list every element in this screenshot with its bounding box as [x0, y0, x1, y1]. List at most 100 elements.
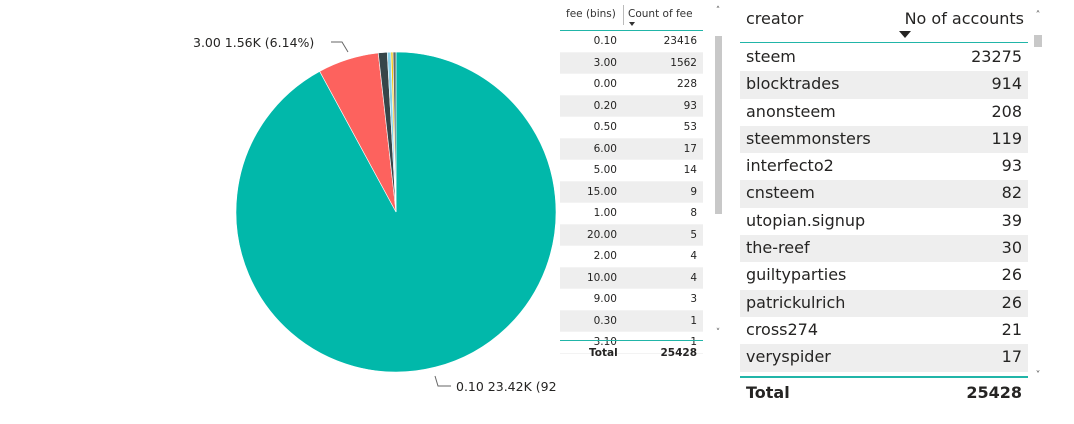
table-row[interactable]: the-reef 30	[740, 235, 1028, 263]
fee-bin-cell: 2.00	[593, 250, 617, 262]
creator-cell: patrickulrich	[746, 292, 846, 312]
sort-descending-icon	[629, 22, 635, 26]
count-cell: 1562	[670, 56, 697, 69]
table-row[interactable]: 6.00 17	[560, 138, 703, 160]
fee-total-label: Total	[589, 347, 618, 359]
accounts-cell: 93	[1001, 156, 1022, 176]
creator-table-scrollbar[interactable]: ˄ ˅	[1032, 10, 1044, 386]
table-row[interactable]: 0.20 93	[560, 95, 703, 117]
table-row[interactable]: 0.50 53	[560, 117, 703, 139]
count-cell: 3	[690, 293, 697, 305]
table-row[interactable]: 0.30 1	[560, 310, 703, 332]
creator-table-total-row: Total 25428	[740, 376, 1028, 410]
table-row[interactable]: 0.00 228	[560, 74, 703, 96]
table-row[interactable]: patrickulrich 26	[740, 289, 1028, 317]
count-cell: 23416	[663, 35, 697, 47]
table-row[interactable]: 3.00 1562	[560, 52, 703, 74]
count-cell: 53	[683, 121, 697, 133]
fee-bin-cell: 5.00	[593, 164, 617, 176]
table-row[interactable]: 2.00 4	[560, 246, 703, 268]
creator-total-value: 25428	[966, 383, 1022, 402]
creator-cell: interfecto2	[746, 156, 834, 176]
table-row[interactable]: cnsteem 82	[740, 180, 1028, 208]
creator-cell: cnsteem	[746, 183, 815, 203]
count-cell: 1	[690, 314, 697, 327]
table-row[interactable]: interfecto2 93	[740, 153, 1028, 180]
fee-bins-header[interactable]: fee (bins)	[566, 8, 616, 20]
fee-bin-cell: 9.00	[593, 293, 617, 305]
scroll-down-icon[interactable]: ˅	[1035, 370, 1041, 381]
fee-bin-cell: 6.00	[593, 142, 617, 155]
fee-bin-cell: 20.00	[586, 228, 617, 241]
data-label-0-10: 0.10 23.42K (92.09%)	[456, 379, 556, 394]
count-cell: 228	[676, 78, 697, 90]
table-row[interactable]: cross274 21	[740, 317, 1028, 344]
creator-table-header: creator No of accounts	[740, 0, 1028, 43]
count-cell: 5	[690, 228, 697, 241]
pie-slice-other[interactable]	[392, 51, 397, 213]
table-row[interactable]: veryspider 17	[740, 344, 1028, 372]
fee-table-total-row: Total 25428	[560, 340, 703, 365]
scroll-down-icon[interactable]: ˅	[715, 328, 721, 338]
creator-cell: cross274	[746, 319, 819, 339]
count-cell: 8	[690, 207, 697, 219]
creator-table-body: steem 23275 blocktrades 914 anonsteem 208 stee…	[740, 44, 1028, 372]
table-row[interactable]: 3.10 1	[560, 332, 703, 354]
scroll-up-icon[interactable]: ˄	[715, 6, 721, 16]
pie-chart: 3.00 1.56K (6.14%) 0.10 23.42K (92.09%)	[193, 35, 556, 394]
fee-bin-cell: 1.00	[593, 207, 617, 219]
creator-cell: steemmonsters	[746, 128, 871, 148]
table-row[interactable]: steemmonsters 119	[740, 125, 1028, 154]
table-row[interactable]: guiltyparties 26	[740, 262, 1028, 289]
creator-cell: anonsteem	[746, 101, 836, 121]
scrollbar-thumb[interactable]	[715, 36, 722, 214]
column-divider	[623, 5, 624, 25]
table-row[interactable]: 0.10 23416	[560, 31, 703, 53]
fee-bin-cell: 0.10	[593, 35, 617, 47]
accounts-cell: 914	[991, 74, 1022, 94]
fee-total-value: 25428	[660, 347, 697, 359]
count-cell: 4	[690, 250, 697, 262]
table-row[interactable]: utopian.signup 39	[740, 208, 1028, 235]
accounts-cell: 39	[1001, 210, 1022, 230]
creator-header[interactable]: creator	[746, 9, 804, 28]
creator-cell: blocktrades	[746, 74, 840, 94]
table-row[interactable]: 10.00 4	[560, 267, 703, 289]
accounts-cell: 21	[1001, 319, 1022, 339]
table-row[interactable]: anonsteem 208	[740, 99, 1028, 126]
count-of-fee-header[interactable]: Count of fee	[628, 8, 693, 20]
fee-bin-cell: 3.00	[593, 56, 617, 69]
table-row[interactable]: 5.00 14	[560, 160, 703, 182]
fee-table-scrollbar[interactable]: ˄ ˅	[712, 6, 724, 340]
leader-line-3-00	[331, 41, 349, 53]
pie-chart-visual: 3.00 1.56K (6.14%) 0.10 23.42K (92.09%)	[193, 35, 556, 394]
creator-cell: the-reef	[746, 238, 810, 258]
table-row[interactable]: 15.00 9	[560, 181, 703, 203]
accounts-cell: 17	[1001, 347, 1022, 367]
fee-bin-cell: 15.00	[586, 185, 617, 198]
creator-accounts-table: creator No of accounts steem 23275 blocktr…	[740, 0, 1046, 410]
sort-descending-icon	[899, 31, 911, 38]
fee-bin-cell: 0.50	[593, 121, 617, 133]
table-row[interactable]: steem 23275	[740, 44, 1028, 71]
creator-cell: steem	[746, 47, 796, 66]
table-row[interactable]: 20.00 5	[560, 224, 703, 246]
accounts-cell: 82	[1001, 183, 1022, 203]
creator-cell: veryspider	[746, 347, 831, 367]
creator-cell: guiltyparties	[746, 265, 847, 285]
count-cell: 17	[683, 142, 697, 155]
no-of-accounts-header[interactable]: No of accounts	[904, 9, 1024, 28]
table-row[interactable]: blocktrades 914	[740, 71, 1028, 99]
table-row[interactable]: 1.00 8	[560, 203, 703, 225]
count-cell: 14	[683, 164, 697, 176]
table-row[interactable]: 9.00 3	[560, 289, 703, 311]
scroll-up-icon[interactable]: ˄	[1035, 10, 1041, 21]
scrollbar-thumb[interactable]	[1034, 35, 1042, 47]
fee-bins-table: fee (bins) Count of fee 0.10 23416 3.00 156…	[560, 0, 726, 366]
fee-bin-cell: 0.30	[593, 314, 617, 327]
count-cell: 1	[690, 336, 697, 348]
count-cell: 93	[683, 99, 697, 112]
fee-bin-cell: 3.10	[593, 336, 617, 348]
data-label-3-00: 3.00 1.56K (6.14%)	[193, 35, 314, 50]
accounts-cell: 26	[1001, 265, 1022, 285]
